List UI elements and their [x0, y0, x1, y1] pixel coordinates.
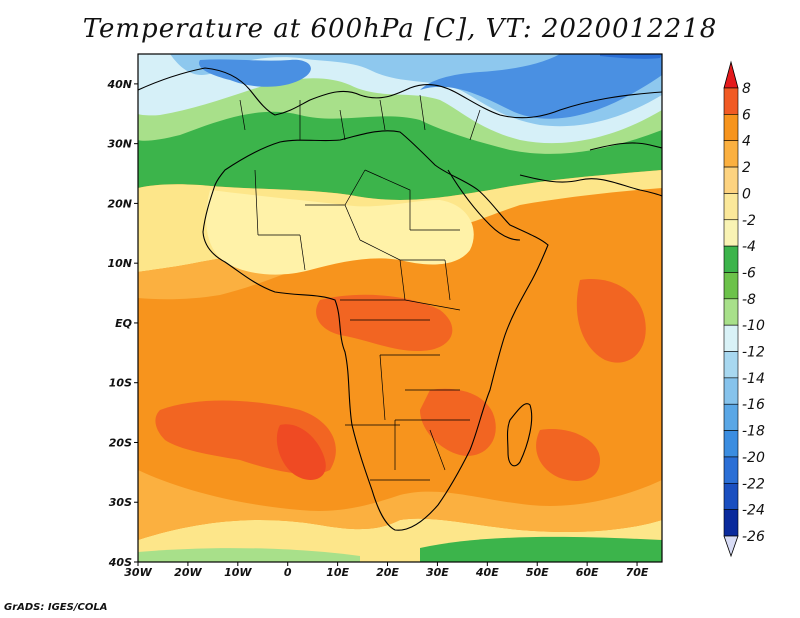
country-borders [239, 94, 481, 481]
colorbar-swatch [723, 509, 739, 537]
colorbar-swatch [723, 245, 739, 273]
x-axis: 30W 20W 10W 0 10E 20E 30E 40E 50E 60E 70E [124, 562, 649, 579]
x-tick-label: 40E [475, 566, 499, 579]
colorbar-label: -22 [742, 476, 765, 492]
colorbar-label: -4 [742, 239, 756, 255]
x-tick-label: 30E [426, 566, 449, 579]
colorbar-label: 4 [742, 134, 751, 150]
colorbar-label: -14 [742, 371, 765, 387]
colorbar-swatch [723, 193, 739, 221]
arabia-coastline [519, 174, 662, 197]
colorbar-label: -18 [742, 424, 765, 440]
colorbar-swatch [723, 166, 739, 194]
x-tick-label: 0 [284, 566, 292, 579]
colorbar-swatch [723, 403, 739, 431]
colorbar-top-arrow [723, 60, 739, 89]
field-warm-patch-indian-ocean [576, 279, 646, 363]
north-borders [239, 94, 481, 141]
x-tick-label: 60E [576, 566, 599, 579]
x-tick-label: 70E [626, 566, 649, 579]
colorbar-swatch [723, 219, 739, 247]
credit-label: GrADS: IGES/COLA [4, 602, 108, 613]
field-sahara-yellow [206, 190, 474, 275]
x-tick-label: 10E [326, 566, 349, 579]
colorbar-label: -20 [742, 450, 765, 466]
field-blue-west [199, 59, 311, 87]
madagascar-coastline [506, 403, 533, 467]
coastlines [138, 67, 662, 531]
colorbar-label: -10 [742, 318, 765, 334]
colorbar-swatch [723, 114, 739, 142]
field-blue-east [420, 54, 662, 119]
colorbar-swatch [723, 351, 739, 379]
colorbar: 8 6 4 2 0 -2 -4 -6 -8 -10 -12 -14 -16 -18 -20 -22 -24 -26 [723, 60, 765, 558]
x-tick-label: 20E [376, 566, 399, 579]
colorbar-swatch [723, 430, 739, 458]
y-tick-label: 10N [107, 257, 132, 270]
colorbar-label: 6 [742, 107, 751, 123]
field-south-green-east [420, 536, 662, 562]
colorbar-label: -12 [742, 345, 765, 361]
x-tick-label: 20W [174, 566, 202, 579]
colorbar-swatch [723, 87, 739, 115]
colorbar-label: 2 [742, 160, 751, 176]
colorbar-swatch [723, 456, 739, 484]
map-title: Temperature at 600hPa [C], VT: 202001221… [82, 14, 718, 44]
x-tick-label: 50E [526, 566, 549, 579]
gulf-coastline [589, 142, 662, 151]
colorbar-label: -24 [742, 503, 765, 519]
inland-borders [254, 169, 470, 481]
africa-coastline [202, 130, 549, 531]
y-tick-label: 20S [109, 436, 132, 449]
red-sea-coastline [447, 169, 521, 241]
colorbar-swatch [723, 377, 739, 405]
y-tick-label: 30S [109, 496, 132, 509]
field-blue-dark [600, 54, 662, 59]
y-tick-label: 20N [107, 197, 132, 210]
colorbar-label: -2 [742, 213, 756, 229]
mediterranean-coastline [138, 67, 662, 119]
field-south-green-west [138, 548, 360, 562]
y-tick-label: 40S [108, 556, 132, 569]
colorbar-label: -16 [742, 397, 765, 413]
colorbar-swatch [723, 482, 739, 510]
colorbar-label: -26 [742, 529, 765, 545]
colorbar-label: -6 [742, 265, 756, 281]
temperature-field [138, 54, 662, 562]
field-warm-patch-mozambique [420, 388, 496, 456]
colorbar-swatch [723, 140, 739, 168]
field-warm-patch-congo [316, 294, 453, 352]
colorbar-label: 8 [742, 81, 751, 97]
y-tick-label: 30N [107, 138, 132, 151]
colorbar-swatch [723, 272, 739, 300]
x-tick-label: 30W [124, 566, 152, 579]
colorbar-swatch [723, 324, 739, 352]
colorbar-label: -8 [742, 292, 756, 308]
field-warm-core-southwest [276, 424, 326, 480]
colorbar-swatch [723, 298, 739, 326]
field-warm-patch-madagascar-east [536, 429, 600, 481]
y-axis: 40N 30N 20N 10N EQ 10S 20S 30S 40S [106, 78, 138, 569]
plot-frame [137, 53, 663, 563]
y-tick-label: EQ [115, 317, 132, 330]
x-tick-label: 10W [224, 566, 252, 579]
y-tick-label: 10S [109, 377, 132, 390]
field-south-light-orange [138, 470, 662, 540]
colorbar-label: 0 [742, 186, 751, 202]
y-tick-label: 40N [106, 78, 132, 91]
colorbar-bottom-arrow [723, 535, 739, 558]
